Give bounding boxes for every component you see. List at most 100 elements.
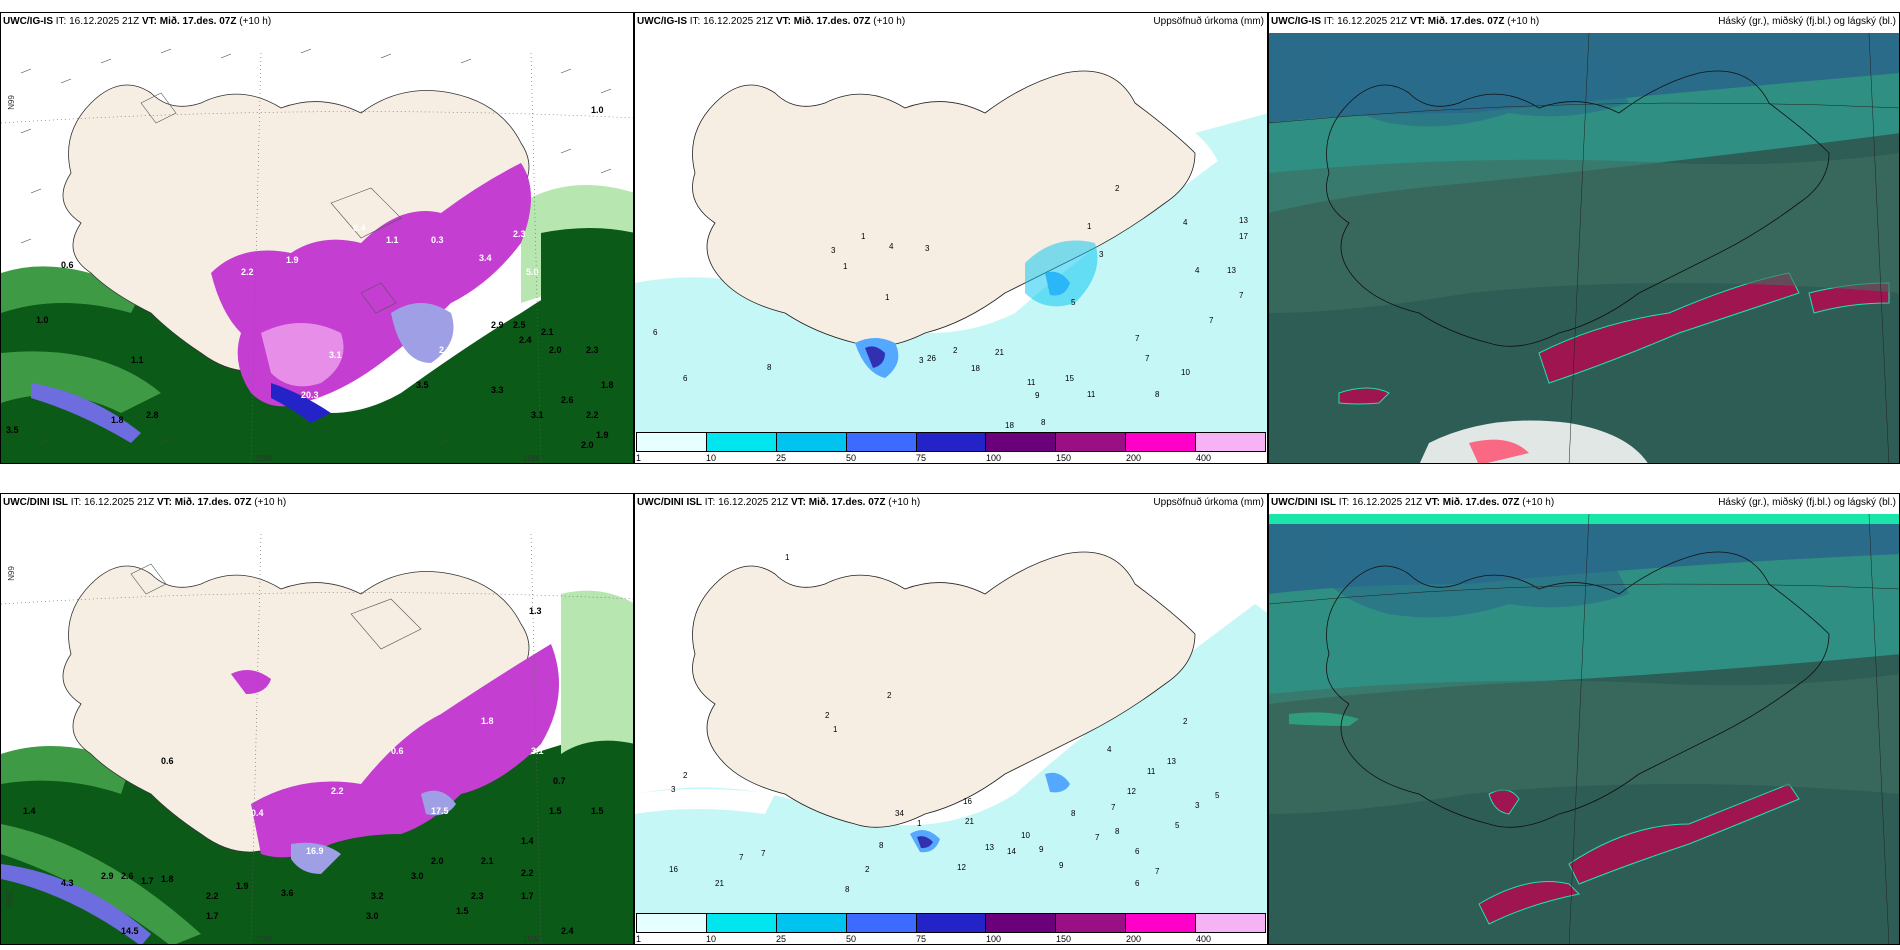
axis-label-20w: 20W (256, 935, 273, 944)
svg-text:1.4: 1.4 (23, 806, 36, 816)
svg-text:13: 13 (985, 843, 994, 852)
svg-text:6: 6 (1135, 847, 1140, 856)
svg-text:7: 7 (1135, 334, 1140, 343)
panel-ig-precip: UWC/IG-IS IT: 16.12.2025 21Z VT: Mið. 17… (634, 12, 1268, 464)
svg-text:21: 21 (965, 817, 974, 826)
legend-tick-label: 150 (1056, 934, 1072, 944)
svg-text:4: 4 (1107, 745, 1112, 754)
svg-text:8: 8 (845, 885, 850, 894)
cloud-map (1269, 494, 1899, 944)
svg-text:2: 2 (865, 865, 870, 874)
svg-text:1.8: 1.8 (161, 874, 174, 884)
panel-header: UWC/DINI ISL IT: 16.12.2025 21Z VT: Mið.… (3, 497, 287, 508)
legend-tick-label: 200 (1126, 453, 1142, 463)
svg-text:3: 3 (1195, 801, 1200, 810)
legend-ticks: 1 10 25 50 75 100 150 200 400 (636, 452, 1266, 463)
svg-text:2.0: 2.0 (439, 345, 452, 355)
svg-text:3.4: 3.4 (479, 253, 492, 263)
svg-text:1.5: 1.5 (456, 906, 469, 916)
legend-swatch (706, 914, 777, 932)
svg-text:2.3: 2.3 (471, 891, 484, 901)
svg-text:10: 10 (1021, 831, 1030, 840)
svg-text:18: 18 (971, 364, 980, 373)
svg-text:1.5: 1.5 (591, 806, 604, 816)
legend-tick-label: 10 (705, 934, 716, 944)
legend-tick-label: 400 (1195, 453, 1212, 463)
svg-text:3.1: 3.1 (531, 746, 544, 756)
svg-text:18: 18 (1005, 421, 1014, 430)
svg-text:21: 21 (995, 348, 1004, 357)
svg-text:2: 2 (953, 346, 958, 355)
legend-swatch (1196, 914, 1266, 932)
panel-header: UWC/DINI ISL IT: 16.12.2025 21Z VT: Mið.… (637, 497, 921, 508)
svg-text:6: 6 (1135, 879, 1140, 888)
panel-dini-wind-precip: UWC/DINI ISL IT: 16.12.2025 21Z VT: Mið.… (0, 493, 634, 945)
svg-text:3.1: 3.1 (329, 350, 342, 360)
legend-tick-label: 100 (986, 453, 1002, 463)
svg-text:1.1: 1.1 (131, 355, 144, 365)
svg-text:2.2: 2.2 (241, 267, 254, 277)
wind-precip-map: 0.4 0.6 1.8 3.1 16.9 17.5 2.2 1.3 0.7 1.5 1.5 1… (1, 494, 633, 944)
legend-tick-label: 75 (915, 453, 926, 463)
svg-text:2.9: 2.9 (101, 871, 114, 881)
svg-text:1.8: 1.8 (111, 415, 124, 425)
panel-header: UWC/DINI ISL IT: 16.12.2025 21Z VT: Mið.… (1271, 497, 1555, 508)
svg-text:26: 26 (927, 354, 936, 363)
legend-tick-label: 400 (1195, 934, 1212, 944)
svg-text:0.7: 0.7 (553, 776, 566, 786)
svg-text:8: 8 (1041, 418, 1046, 427)
svg-text:5: 5 (1071, 298, 1076, 307)
svg-text:8: 8 (1071, 809, 1076, 818)
legend-ticks: 1 10 25 50 75 100 150 200 400 (636, 933, 1266, 944)
svg-text:12: 12 (1127, 787, 1136, 796)
svg-text:2: 2 (1183, 717, 1188, 726)
svg-text:2.8: 2.8 (146, 410, 159, 420)
svg-text:1: 1 (885, 293, 890, 302)
panel-header: UWC/IG-IS IT: 16.12.2025 21Z VT: Mið. 17… (1271, 16, 1540, 27)
svg-text:3.5: 3.5 (416, 380, 429, 390)
precip-title: Uppsöfnuð úrkoma (mm) (1153, 16, 1264, 27)
svg-text:7: 7 (1145, 354, 1150, 363)
legend-swatch (1126, 433, 1197, 451)
legend-swatch (1196, 433, 1266, 451)
svg-text:3.3: 3.3 (491, 385, 504, 395)
axis-label-66n: 66N (5, 95, 15, 110)
svg-text:1: 1 (1087, 222, 1092, 231)
svg-text:2.4: 2.4 (519, 335, 532, 345)
panel-ig-cloud: UWC/IG-IS IT: 16.12.2025 21Z VT: Mið. 17… (1268, 12, 1900, 464)
svg-text:20.3: 20.3 (301, 390, 319, 400)
svg-text:3.2: 3.2 (371, 891, 384, 901)
svg-text:10: 10 (1181, 368, 1190, 377)
legend-tick-label: 1 (636, 453, 642, 463)
svg-text:1: 1 (785, 553, 790, 562)
svg-text:2: 2 (1115, 184, 1120, 193)
legend-tick-label: 1 (636, 934, 642, 944)
svg-text:3: 3 (1099, 250, 1104, 259)
svg-text:0.6: 0.6 (161, 756, 174, 766)
svg-text:3: 3 (919, 356, 924, 365)
svg-text:3: 3 (925, 244, 930, 253)
svg-text:6: 6 (683, 374, 688, 383)
svg-text:2.3: 2.3 (586, 345, 599, 355)
svg-text:8: 8 (767, 363, 772, 372)
svg-text:21: 21 (715, 879, 724, 888)
svg-text:5.0: 5.0 (526, 267, 539, 277)
svg-text:2.2: 2.2 (586, 410, 599, 420)
cloud-map (1269, 13, 1899, 463)
svg-text:1: 1 (861, 232, 866, 241)
svg-text:11: 11 (1147, 767, 1156, 776)
svg-text:11: 11 (1087, 390, 1096, 399)
svg-text:1: 1 (843, 262, 848, 271)
svg-text:7: 7 (1209, 316, 1214, 325)
svg-text:2.4: 2.4 (561, 926, 574, 936)
legend-tick-label: 25 (775, 453, 786, 463)
svg-text:2.5: 2.5 (513, 320, 526, 330)
svg-text:1.5: 1.5 (549, 806, 562, 816)
svg-text:1: 1 (917, 819, 922, 828)
svg-text:0.4: 0.4 (353, 223, 366, 233)
svg-text:14: 14 (1007, 847, 1016, 856)
svg-text:4: 4 (889, 242, 894, 251)
svg-text:2.1: 2.1 (481, 856, 494, 866)
svg-text:15: 15 (1065, 374, 1074, 383)
